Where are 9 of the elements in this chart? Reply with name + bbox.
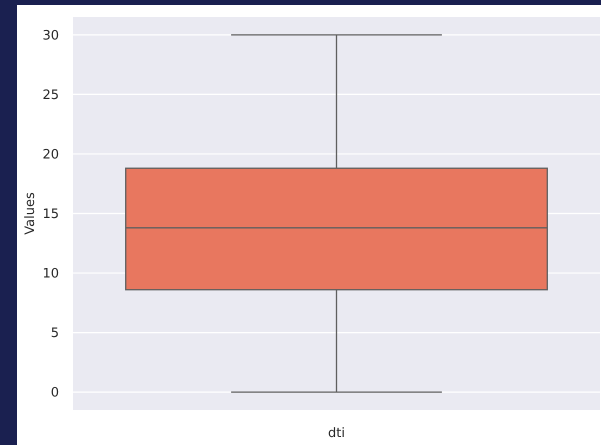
y-tick-label: 5 xyxy=(50,326,59,342)
y-tick-label: 20 xyxy=(42,148,59,163)
y-tick-label: 30 xyxy=(42,28,59,44)
y-tick-label: 0 xyxy=(50,386,59,401)
y-tick-label: 10 xyxy=(42,266,59,282)
y-tick-label: 15 xyxy=(42,207,59,222)
y-tick-label: 25 xyxy=(42,88,59,103)
y-axis-title: Values xyxy=(23,192,38,235)
x-tick-label: dti xyxy=(328,426,345,441)
